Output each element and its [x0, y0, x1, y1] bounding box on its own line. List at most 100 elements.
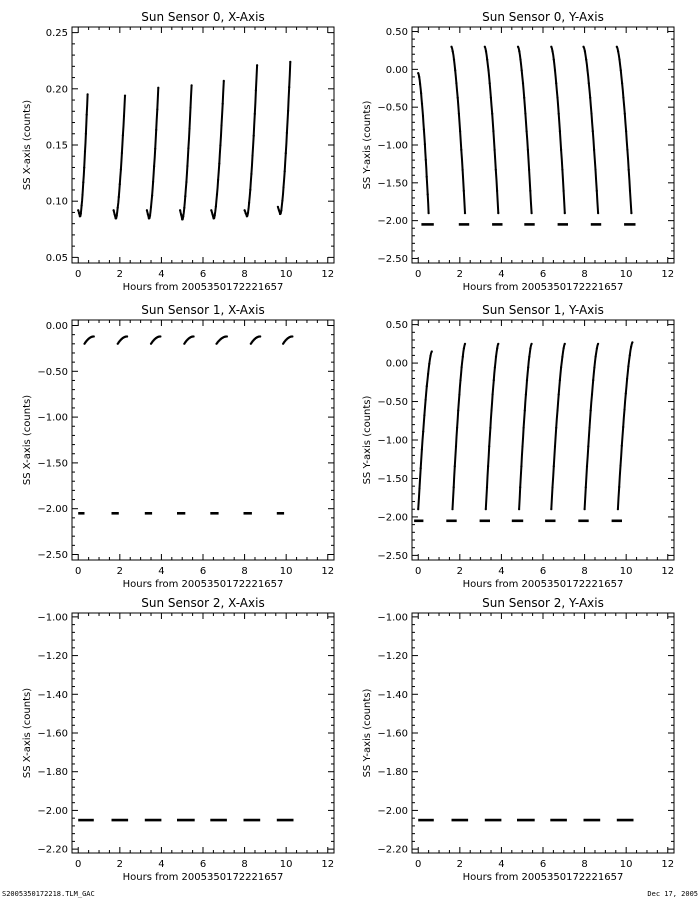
data-point: [422, 128, 425, 131]
data-segment: [77, 94, 89, 218]
data-point: [563, 342, 566, 345]
data-point: [214, 205, 217, 208]
data-point: [251, 154, 254, 157]
data-point: [494, 355, 498, 358]
x-tick-label: 0: [415, 566, 421, 577]
x-tick-label: 6: [200, 566, 206, 577]
x-tick-label: 0: [415, 269, 421, 280]
data-point: [181, 218, 184, 221]
data-point: [563, 212, 566, 215]
data-point: [120, 151, 123, 155]
data-point: [562, 347, 565, 350]
data-point: [259, 335, 262, 338]
y-tick-label: −0.50: [377, 397, 408, 408]
data-point: [491, 393, 494, 396]
y-tick-label: −1.20: [377, 651, 408, 662]
data-point: [156, 108, 159, 111]
data-point: [555, 426, 558, 429]
data-point: [552, 58, 555, 61]
x-tick-label: 2: [457, 566, 463, 577]
data-point: [483, 45, 486, 48]
data-point: [597, 342, 600, 345]
data-point: [146, 213, 149, 216]
data-point: [623, 112, 626, 115]
y-axis-label: SS Y-axis (counts): [362, 688, 373, 777]
data-point: [587, 82, 590, 85]
x-tick-label: 4: [498, 269, 504, 280]
data-point: [627, 365, 630, 368]
data-point: [429, 354, 432, 357]
data-point: [523, 96, 526, 99]
data-point: [155, 128, 158, 131]
y-tick-label: 0.20: [46, 84, 68, 95]
data-point: [490, 409, 493, 412]
data-point: [420, 92, 423, 95]
data-point: [524, 112, 527, 115]
data-point: [553, 445, 557, 448]
x-tick-label: 8: [581, 859, 587, 870]
data-point: [522, 426, 525, 429]
data-point: [594, 355, 597, 358]
y-tick-label: −1.00: [37, 413, 68, 424]
data-point: [117, 195, 120, 199]
y-tick-label: −1.60: [377, 729, 408, 740]
x-tick-label: 6: [200, 859, 206, 870]
data-point: [83, 166, 86, 169]
data-point: [422, 430, 425, 433]
y-tick-label: −1.40: [377, 690, 408, 701]
data-segment: [517, 46, 533, 214]
data-segment: [550, 46, 566, 214]
data-point: [182, 215, 185, 218]
data-point: [587, 445, 590, 448]
data-point: [462, 347, 465, 350]
data-point: [192, 335, 195, 338]
data-point: [222, 79, 225, 82]
y-tick-label: −2.50: [377, 551, 408, 562]
y-axis-label: SS X-axis (counts): [22, 688, 33, 778]
data-point: [527, 366, 530, 369]
data-point: [428, 362, 431, 365]
data-point: [123, 94, 127, 97]
x-tick-label: 4: [158, 566, 164, 577]
data-point: [489, 426, 492, 429]
data-point: [595, 347, 599, 350]
data-segment: [243, 65, 259, 218]
x-axis-label: Hours from 2005350172221657: [463, 579, 624, 590]
data-point: [621, 82, 624, 85]
data-segment: [112, 95, 126, 220]
y-tick-label: −2.50: [377, 254, 408, 265]
subplot-6: Sun Sensor 2, Y-Axis Hours from 200535017…: [362, 596, 675, 883]
data-point: [556, 409, 559, 412]
data-segment: [179, 85, 193, 221]
data-point: [557, 393, 560, 396]
data-point: [555, 82, 558, 85]
data-point: [450, 45, 453, 48]
data-point: [589, 409, 592, 412]
data-point: [619, 464, 622, 467]
data-point: [149, 205, 153, 209]
data-point: [183, 206, 186, 209]
data-point: [493, 366, 496, 369]
data-point: [487, 69, 490, 72]
data-point: [558, 379, 562, 382]
x-tick-label: 8: [241, 859, 247, 870]
data-point: [561, 168, 564, 171]
data-point: [78, 212, 81, 215]
data-point: [623, 408, 626, 411]
chart-title: Sun Sensor 0, Y-Axis: [482, 10, 604, 24]
x-axis-label: Hours from 2005350172221657: [463, 872, 624, 883]
data-point: [248, 201, 251, 204]
data-segment: [145, 87, 160, 220]
data-point: [281, 199, 284, 202]
data-point: [625, 130, 628, 133]
data-point: [256, 64, 259, 67]
data-point: [287, 109, 290, 112]
data-point: [85, 113, 88, 116]
data-point: [210, 209, 213, 212]
data-point: [451, 50, 454, 53]
chart-title: Sun Sensor 2, Y-Axis: [482, 596, 604, 610]
data-point: [219, 144, 222, 147]
data-point: [157, 86, 160, 89]
x-tick-label: 0: [75, 859, 81, 870]
data-point: [83, 150, 87, 153]
